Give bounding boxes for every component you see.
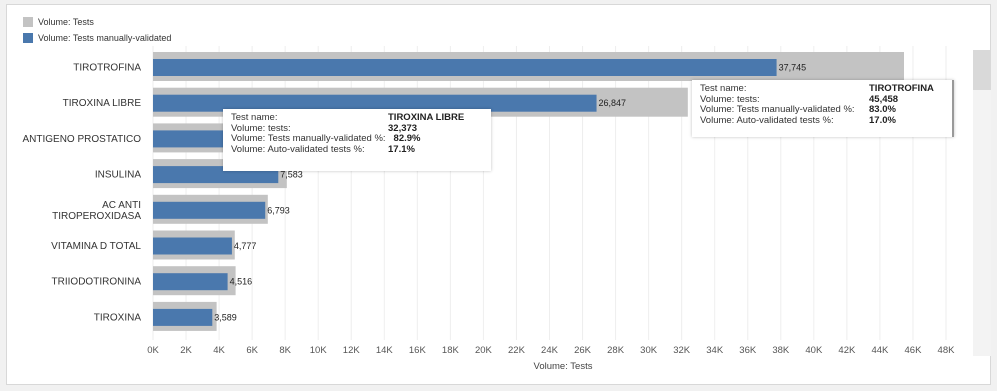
tooltip-row: Volume: Tests manually-validated %: 82.9% bbox=[231, 133, 483, 145]
x-tick-label: 42K bbox=[838, 345, 856, 356]
x-tick-label: 44K bbox=[871, 345, 889, 356]
x-tick-label: 0K bbox=[147, 345, 159, 356]
x-tick-label: 32K bbox=[673, 345, 691, 356]
tooltip-key: Test name: bbox=[231, 112, 278, 123]
vertical-scrollbar[interactable] bbox=[973, 50, 991, 356]
data-label: 4,777 bbox=[234, 241, 257, 251]
data-label: 4,516 bbox=[230, 277, 253, 287]
x-tick-label: 10K bbox=[310, 345, 328, 356]
data-label: 3,589 bbox=[214, 312, 237, 322]
tooltip-value: 17.1% bbox=[388, 143, 415, 155]
tooltip-row: Volume: tests: 45,458 bbox=[700, 93, 944, 106]
tooltip-row: Volume: Auto-validated tests %: 17.1% bbox=[231, 143, 483, 156]
x-tick-label: 16K bbox=[409, 345, 427, 356]
x-tick-label: 30K bbox=[640, 345, 658, 356]
legend-item-manual[interactable]: Volume: Tests manually-validated bbox=[23, 31, 171, 44]
tooltip-key: Volume: Tests manually-validated %: bbox=[231, 133, 386, 144]
x-tick-label: 40K bbox=[805, 345, 823, 356]
category-label: TIROPEROXIDASA bbox=[52, 211, 141, 222]
x-tick-label: 36K bbox=[739, 345, 757, 356]
data-label: 37,745 bbox=[779, 63, 807, 73]
x-tick-label: 12K bbox=[343, 345, 361, 356]
tooltip-tiroxina-libre: Test name: TIROXINA LIBRE Volume: tests: 3… bbox=[223, 109, 491, 171]
tooltip-value: TIROXINA LIBRE bbox=[388, 112, 465, 123]
x-tick-label: 4K bbox=[213, 345, 225, 356]
manual-validated-bar bbox=[153, 308, 213, 326]
legend-swatch-manual bbox=[23, 32, 33, 43]
legend-label-tests: Volume: Tests bbox=[38, 16, 94, 27]
manual-validated-bar bbox=[153, 237, 232, 255]
x-tick-label: 6K bbox=[246, 345, 258, 356]
tooltip-value: 83.0% bbox=[869, 104, 896, 115]
x-tick-label: 46K bbox=[905, 345, 923, 356]
category-label: INSULINA bbox=[95, 170, 141, 181]
tooltip-key: Volume: Auto-validated tests %: bbox=[700, 114, 834, 126]
tooltip-value: TIROTROFINA bbox=[869, 83, 934, 94]
tooltip-tirotrofina: Test name: TIROTROFINA Volume: tests: 45,4… bbox=[692, 80, 954, 137]
tooltip-value: 32,373 bbox=[388, 122, 418, 134]
tooltip-value: 82.9% bbox=[393, 133, 421, 144]
category-label: TIROXINA LIBRE bbox=[63, 98, 142, 109]
x-tick-label: 48K bbox=[938, 345, 956, 356]
x-tick-label: 38K bbox=[772, 345, 790, 356]
category-label: TIROXINA bbox=[94, 312, 142, 323]
category-label: AC ANTI bbox=[102, 200, 141, 211]
data-label: 26,847 bbox=[599, 98, 627, 108]
manual-validated-bar bbox=[153, 201, 266, 219]
x-tick-label: 28K bbox=[607, 345, 625, 356]
tooltip-row: Test name: TIROTROFINA bbox=[700, 83, 944, 95]
tooltip-key: Volume: tests: bbox=[700, 93, 760, 105]
x-tick-label: 34K bbox=[706, 345, 724, 356]
data-label: 6,793 bbox=[267, 205, 290, 215]
x-tick-label: 20K bbox=[475, 345, 493, 356]
tooltip-key: Test name: bbox=[700, 83, 747, 94]
category-label: TIROTROFINA bbox=[73, 63, 141, 74]
manual-validated-bar bbox=[153, 273, 228, 291]
x-axis-title: Volume: Tests bbox=[534, 361, 593, 372]
tooltip-value: 17.0% bbox=[869, 114, 896, 126]
x-tick-label: 22K bbox=[508, 345, 526, 356]
category-label: ANTIGENO PROSTATICO bbox=[22, 134, 141, 145]
manual-validated-bar bbox=[153, 94, 597, 112]
scrollbar-thumb[interactable] bbox=[973, 50, 991, 90]
x-tick-label: 18K bbox=[442, 345, 460, 356]
manual-validated-bar bbox=[153, 59, 777, 76]
legend-label-manual: Volume: Tests manually-validated bbox=[38, 32, 172, 43]
tooltip-key: Volume: Tests manually-validated %: bbox=[700, 104, 855, 115]
x-tick-label: 14K bbox=[376, 345, 394, 356]
category-label: VITAMINA D TOTAL bbox=[51, 241, 141, 252]
tooltip-key: Volume: Auto-validated tests %: bbox=[231, 143, 365, 155]
category-label: TRIIODOTIRONINA bbox=[52, 277, 142, 288]
legend-swatch-tests bbox=[23, 16, 33, 27]
tooltip-value: 45,458 bbox=[869, 93, 899, 105]
tooltip-row: Volume: tests: 32,373 bbox=[231, 122, 483, 135]
tooltip-row: Volume: Auto-validated tests %: 17.0% bbox=[700, 114, 944, 127]
tooltip-row: Volume: Tests manually-validated %: 83.0% bbox=[700, 104, 944, 116]
x-tick-label: 8K bbox=[279, 345, 291, 356]
x-tick-label: 26K bbox=[574, 345, 592, 356]
tooltip-row: Test name: TIROXINA LIBRE bbox=[231, 112, 483, 124]
x-tick-label: 2K bbox=[180, 345, 192, 356]
legend-item-tests[interactable]: Volume: Tests bbox=[23, 15, 171, 28]
tooltip-key: Volume: tests: bbox=[231, 122, 291, 134]
data-label: 7,583 bbox=[280, 170, 303, 180]
x-tick-label: 24K bbox=[541, 345, 559, 356]
legend: Volume: Tests Volume: Tests manually-val… bbox=[23, 15, 171, 47]
